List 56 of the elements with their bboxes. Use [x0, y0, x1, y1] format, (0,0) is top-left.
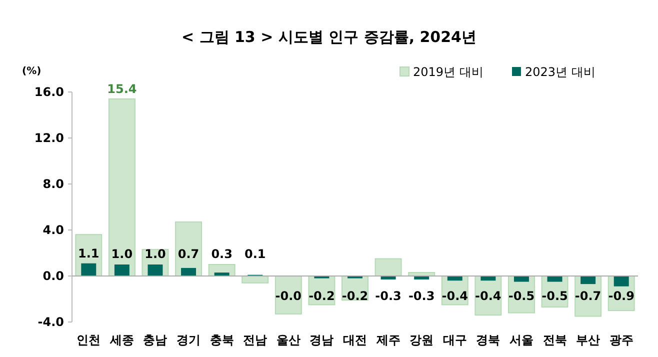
y-tick-label: 8.0 — [42, 177, 64, 191]
data-label: -0.5 — [508, 289, 535, 303]
x-tick-label: 대구 — [442, 333, 467, 347]
bar — [374, 258, 402, 276]
data-label: -0.0 — [275, 289, 302, 303]
bar — [114, 264, 130, 276]
data-label: -0.4 — [475, 289, 502, 303]
data-label: 0.1 — [244, 247, 266, 261]
x-tick-label: 강원 — [410, 333, 434, 347]
legend-label: 2019년 대비 — [413, 65, 484, 79]
x-tick-label: 경남 — [310, 333, 334, 347]
bar — [181, 268, 196, 276]
x-tick-label: 세종 — [108, 333, 134, 347]
data-label: -0.3 — [408, 289, 435, 303]
x-tick-label: 경기 — [176, 333, 201, 347]
data-label: 1.1 — [78, 246, 100, 260]
x-tick-label: 전북 — [542, 333, 567, 347]
y-tick-label: -4.0 — [38, 315, 64, 329]
bar — [547, 276, 562, 282]
x-tick-label: 대전 — [343, 333, 367, 347]
x-tick-label: 경북 — [476, 333, 500, 347]
y-tick-label: 16.0 — [34, 85, 64, 99]
y-tick-label: 0.0 — [42, 269, 64, 283]
bar — [274, 276, 302, 314]
data-label: -0.7 — [574, 289, 602, 303]
legend-label: 2023년 대비 — [525, 65, 596, 79]
data-label: -0.2 — [342, 289, 368, 303]
data-label: -0.4 — [442, 289, 468, 303]
y-axis-title: (%) — [22, 66, 42, 77]
data-label: -0.3 — [375, 289, 402, 303]
data-label: -0.9 — [608, 289, 634, 303]
data-label: 15.4 — [107, 82, 137, 96]
data-label: 0.7 — [178, 247, 200, 261]
x-tick-label: 전남 — [243, 333, 268, 347]
data-label: -0.2 — [308, 289, 335, 303]
y-tick-label: 12.0 — [34, 131, 64, 145]
bar — [148, 264, 163, 276]
x-tick-label: 충남 — [143, 333, 168, 347]
x-tick-label: 울산 — [276, 333, 300, 347]
x-tick-label: 서울 — [509, 333, 534, 347]
data-label: -0.5 — [542, 289, 568, 303]
data-label: 1.0 — [111, 247, 133, 261]
bar — [514, 276, 529, 282]
data-label: 1.0 — [144, 247, 166, 261]
bar — [81, 263, 96, 276]
x-tick-label: 충북 — [210, 333, 234, 347]
bar — [108, 98, 136, 276]
x-tick-label: 제주 — [375, 333, 400, 347]
chart-title: < 그림 13 > 시도별 인구 증감률, 2024년 — [181, 28, 477, 46]
y-tick-label: 4.0 — [42, 223, 64, 237]
bar — [580, 276, 596, 284]
x-tick-label: 광주 — [609, 333, 634, 347]
data-label: 0.3 — [211, 247, 232, 261]
x-tick-label: 인천 — [76, 333, 101, 347]
bar — [614, 276, 629, 286]
x-tick-label: 부산 — [576, 333, 600, 347]
